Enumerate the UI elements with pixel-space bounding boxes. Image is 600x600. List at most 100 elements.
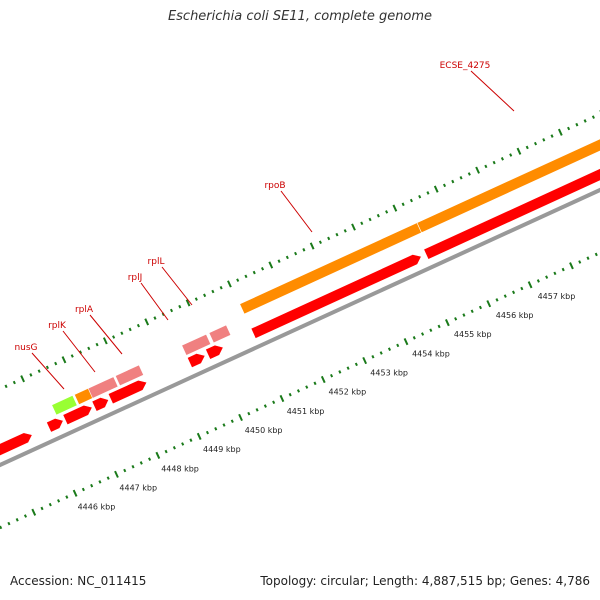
outer-tick-mark [244, 274, 248, 279]
inner-tick-mark [222, 423, 226, 427]
scale-label: 4454 kbp [412, 349, 450, 358]
outer-tick-mark [351, 223, 356, 231]
outer-tick-mark [285, 255, 289, 260]
inner-tick-mark [379, 351, 383, 355]
outer-tick-mark [475, 166, 480, 174]
gene-label: rplL [148, 257, 165, 267]
inner-tick-mark [255, 408, 259, 412]
outer-tick-mark [95, 342, 99, 347]
gene-label: rplA [75, 305, 94, 315]
inner-tick-mark [81, 487, 85, 492]
inner-tick-mark [238, 413, 243, 422]
outer-tick-mark [318, 240, 322, 245]
highlight-feature [51, 395, 78, 416]
outer-tick-mark [128, 327, 132, 332]
inner-tick-mark [288, 392, 292, 397]
inner-tick-mark [214, 427, 218, 431]
inner-tick-mark [495, 298, 499, 302]
outer-tick-mark [61, 356, 67, 364]
scale-label: 4455 kbp [454, 330, 492, 339]
outer-tick-mark [327, 236, 331, 241]
outer-tick-mark [335, 232, 339, 237]
outer-tick-mark [144, 318, 150, 326]
outer-tick-mark [575, 122, 579, 127]
scale-label: 4452 kbp [329, 388, 367, 397]
rna-feature [181, 333, 212, 356]
outer-tick-mark [20, 375, 25, 383]
inner-tick-mark [272, 400, 276, 405]
outer-tick-mark [500, 157, 504, 161]
cds-feature [0, 432, 33, 456]
inner-tick-mark [354, 362, 358, 367]
outer-tick-mark [368, 217, 372, 222]
orange-gene-feature [74, 387, 93, 405]
outer-tick-mark [442, 183, 447, 188]
inner-tick-mark [40, 506, 44, 511]
outer-tick-mark [236, 278, 240, 282]
inner-tick-mark [172, 445, 176, 450]
inner-tick-mark [90, 483, 94, 488]
outer-tick-mark [451, 179, 455, 184]
outer-tick-mark [169, 308, 174, 313]
outer-tick-mark [54, 361, 58, 366]
inner-tick-mark [569, 262, 574, 270]
inner-tick-mark [313, 381, 317, 386]
inner-tick-mark [48, 502, 52, 507]
gene-label: ECSE_4275 [440, 61, 491, 71]
gene-label: nusG [14, 343, 37, 353]
cds-feature [46, 417, 64, 433]
inner-tick-mark [0, 525, 3, 530]
outer-tick-mark [219, 285, 223, 290]
inner-tick-mark [362, 356, 368, 365]
outer-tick-mark [194, 297, 198, 301]
inner-tick-mark [403, 338, 409, 346]
inner-tick-mark [98, 480, 102, 484]
outer-tick-mark [120, 331, 124, 336]
cds-feature [250, 254, 422, 339]
inner-tick-mark [586, 256, 590, 260]
outer-tick-mark [260, 266, 265, 271]
gene-label-leader-line [62, 330, 96, 373]
outer-tick-mark [525, 145, 529, 150]
inner-tick-mark [263, 404, 267, 408]
inner-tick-mark [527, 281, 533, 289]
inner-tick-mark [181, 442, 185, 446]
outer-tick-mark [591, 115, 595, 119]
scale-label: 4457 kbp [538, 292, 576, 301]
inner-tick-mark [155, 451, 161, 459]
gene-label-leader-line [31, 352, 65, 390]
inner-tick-mark [106, 476, 110, 480]
inner-tick-mark [421, 332, 425, 336]
inner-tick-mark [512, 290, 516, 295]
scale-label: 4447 kbp [119, 484, 157, 493]
inner-tick-mark [454, 317, 458, 321]
outer-tick-mark [87, 346, 91, 351]
inner-tick-mark [15, 518, 19, 522]
outer-tick-mark [550, 134, 554, 138]
inner-tick-mark [578, 260, 582, 264]
outer-tick-mark [70, 354, 74, 358]
outer-tick-mark [533, 141, 538, 146]
outer-tick-mark [516, 147, 522, 155]
inner-tick-mark [72, 489, 78, 497]
inner-tick-mark [486, 300, 492, 308]
inner-tick-mark [396, 343, 400, 348]
outer-tick-mark [37, 369, 41, 373]
inner-tick-mark [429, 328, 433, 333]
outer-tick-mark [178, 304, 182, 309]
accession-text: Accession: NC_011415 [10, 574, 147, 588]
gene-label: rplJ [128, 273, 143, 283]
inner-tick-mark [338, 370, 342, 374]
outer-tick-mark [227, 280, 232, 288]
gene-label-leader-line [89, 314, 123, 355]
outer-tick-mark [277, 259, 281, 263]
inner-tick-mark [139, 461, 143, 465]
cds-feature [423, 168, 600, 260]
scale-label: 4453 kbp [370, 369, 408, 378]
outer-tick-mark [302, 248, 306, 252]
outer-tick-mark [252, 270, 256, 275]
cds-feature [186, 353, 206, 369]
inner-tick-mark [553, 271, 557, 276]
outer-tick-mark [376, 213, 380, 218]
